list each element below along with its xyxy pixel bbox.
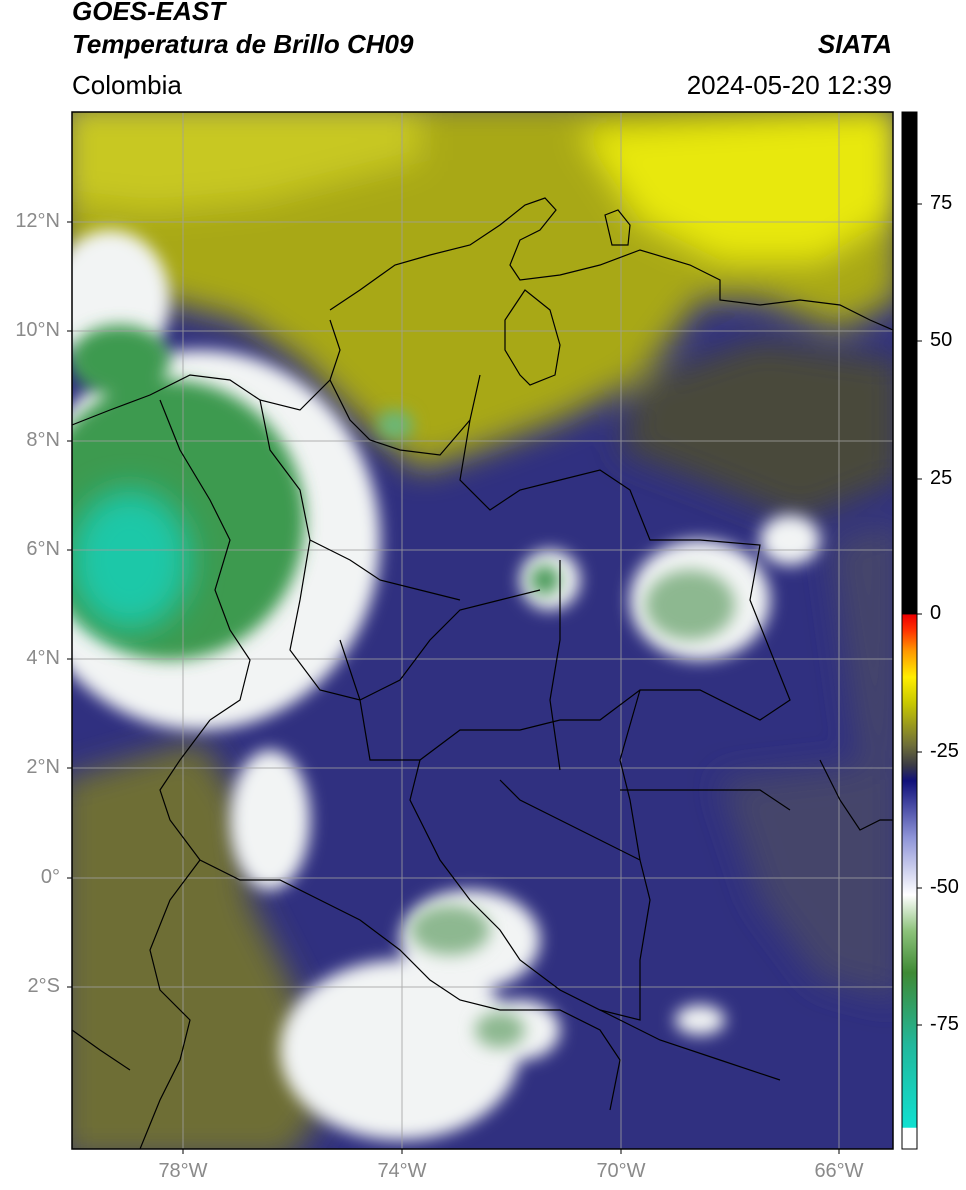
lat-tick-label: 8°N [26, 429, 60, 451]
colorbar-tick-label: 0 [930, 602, 942, 624]
colorbar-tick-label: 25 [930, 467, 953, 489]
lat-tick-label: 4°N [26, 647, 60, 669]
satellite-title: GOES-EAST [72, 0, 226, 26]
product-title: Temperatura de Brillo CH09 [72, 29, 414, 59]
colorbar [67, 111, 922, 1154]
lat-tick-label: 12°N [15, 210, 60, 232]
lon-tick-label: 66°W [814, 1160, 864, 1182]
lon-tick-label: 70°W [596, 1160, 646, 1182]
borders [72, 197, 893, 1149]
lat-tick-label: 0° [40, 866, 60, 888]
datetime-label: 2024-05-20 12:39 [686, 70, 892, 100]
region-label: Colombia [72, 70, 182, 100]
lat-tick-label: 2°S [27, 975, 60, 997]
colorbar-tick-label: -50 [930, 876, 959, 898]
lat-tick-label: 10°N [15, 319, 60, 341]
colorbar-tick-label: -75 [930, 1013, 959, 1035]
brightness-temperature-raster [72, 112, 893, 1149]
colorbar-tick-label: 75 [930, 192, 953, 214]
colorbar-tick-label: -25 [930, 740, 959, 762]
lat-tick-label: 2°N [26, 756, 60, 778]
lat-tick-label: 6°N [26, 538, 60, 560]
lon-tick-label: 74°W [377, 1160, 427, 1182]
colorbar-tick-label: 50 [930, 329, 953, 351]
gridlines [72, 112, 893, 1149]
agency-label: SIATA [817, 29, 892, 59]
lon-tick-label: 78°W [158, 1160, 208, 1182]
map-frame [71, 111, 894, 1150]
